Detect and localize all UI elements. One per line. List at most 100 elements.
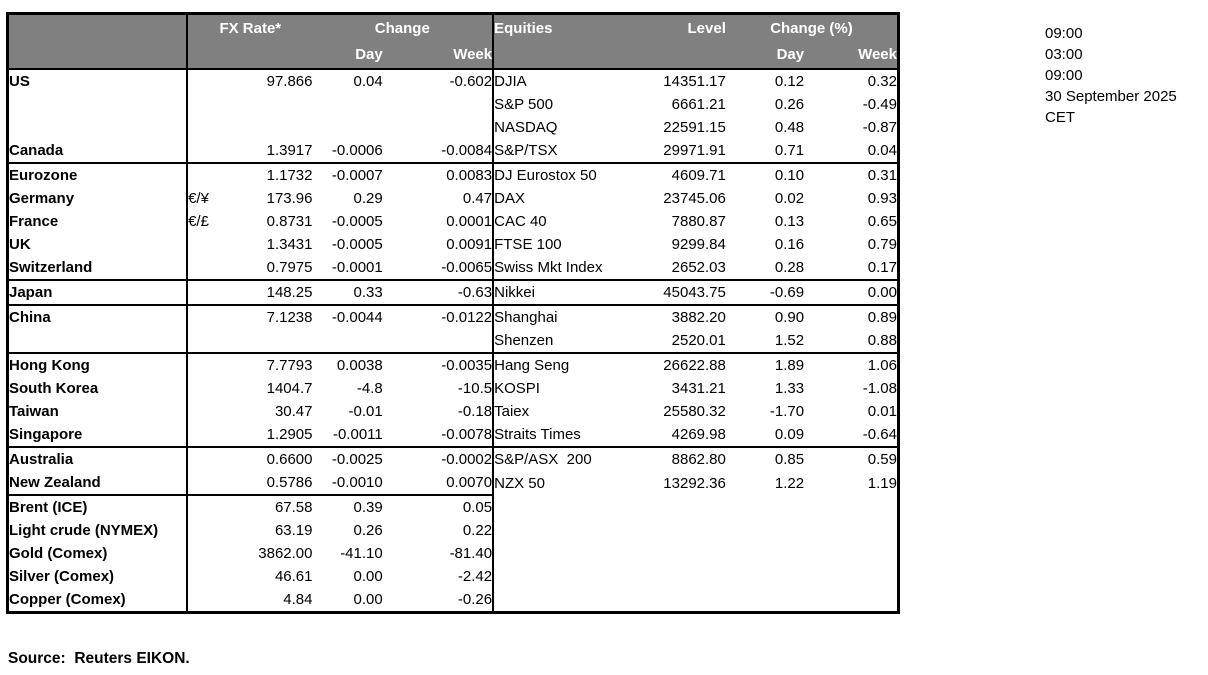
fx-day-cell: -41.10: [340, 545, 383, 562]
pair-cell: €/¥: [188, 190, 209, 207]
table-row: Japan 148.25 0.33 -0.63 Nikkei 45043.75 -0.69 0…: [7, 279, 899, 305]
eq-week-cell: -0.87: [862, 119, 897, 136]
level-cell: 4269.98: [671, 426, 726, 443]
fx-day-cell: -0.0007: [312, 162, 383, 187]
table-row: New Zealand 0.5786 -0.0010 0.0070 NZX 50 1329…: [7, 471, 899, 495]
eq-day-cell: 0.10: [725, 162, 805, 187]
table-row: Brent (ICE) 67.58 0.39 0.05: [7, 494, 899, 519]
fx-rate-cell: 63.19: [274, 522, 313, 539]
eq-day-cell: 1.33: [774, 380, 805, 397]
level-cell: 2652.03: [671, 259, 726, 276]
country-cell: Singapore: [7, 423, 189, 447]
equity-cell: Taiex: [492, 400, 636, 423]
fx-day-cell: -0.0005: [331, 213, 383, 230]
fx-rate-cell: 67.58: [213, 494, 313, 519]
fx-rate-cell: [213, 116, 312, 139]
table-row: Taiwan 30.47 -0.01 -0.18 Taiex 25580.32 -1.70 0…: [7, 400, 899, 423]
fx-week-cell: -0.0035: [382, 352, 494, 377]
pair-cell: [187, 304, 214, 329]
level-cell: 4609.71: [635, 162, 726, 187]
pair-cell: [187, 519, 213, 542]
fx-day-cell: -0.0005: [331, 236, 383, 253]
table-body: US 97.866 0.04 -0.602 DJIA 14351.17 0.12 0.32 S&…: [7, 69, 899, 613]
fx-rate-cell: 1404.7: [266, 380, 313, 397]
fx-week-header: Week: [382, 42, 494, 70]
eq-week-cell: [804, 588, 898, 613]
fx-day-cell: 0.04: [353, 73, 383, 90]
table-row: Hong Kong 7.7793 0.0038 -0.0035 Hang Seng 266…: [7, 352, 899, 377]
table-row: China 7.1238 -0.0044 -0.0122 Shanghai 3882.20…: [7, 304, 899, 329]
fx-rate-cell: [213, 329, 312, 353]
fx-rate-cell: 173.96: [266, 190, 313, 207]
eq-week-cell: 0.00: [804, 279, 899, 305]
country-cell: UK: [7, 233, 189, 256]
fx-week-cell: 0.22: [462, 522, 493, 539]
table-row: Copper (Comex) 4.84 0.00 -0.26: [7, 588, 899, 613]
equity-cell: [492, 495, 636, 519]
pair-cell: [187, 116, 213, 139]
eq-week-cell: 0.89: [804, 304, 899, 329]
table-row: S&P 500 6661.21 0.26 -0.49: [7, 93, 899, 116]
level-cell: 25580.32: [663, 403, 726, 420]
header-row-1: FX Rate* Change Equities Level Change (%…: [7, 13, 899, 42]
equity-cell: FTSE 100: [492, 233, 636, 256]
equity-cell: S&P/TSX: [492, 139, 636, 163]
eq-week-cell: 0.79: [867, 236, 897, 253]
fx-week-cell: -10.5: [457, 380, 493, 397]
table-row: NASDAQ 22591.15 0.48 -0.87: [7, 116, 899, 139]
equity-cell: Straits Times: [492, 423, 636, 447]
level-cell: 45043.75: [635, 279, 726, 305]
equity-cell: Shanghai: [492, 304, 636, 329]
pair-cell: [187, 446, 214, 471]
corner-cell-2: [7, 42, 189, 70]
country-cell: Gold (Comex): [7, 542, 189, 565]
fx-day-cell: 0.00: [353, 568, 383, 585]
table-row: Singapore 1.2905 -0.0011 -0.0078 Straits Tim…: [7, 423, 899, 447]
fx-rate-cell: 0.6600: [213, 446, 313, 471]
table-row: Eurozone 1.1732 -0.0007 0.0083 DJ Eurostox 5…: [7, 162, 899, 187]
equity-cell: [492, 542, 636, 565]
country-cell: Brent (ICE): [7, 494, 189, 519]
pair-cell: [187, 162, 214, 187]
eq-day-cell: 1.22: [774, 474, 805, 492]
table-row: Canada 1.3917 -0.0006 -0.0084 S&P/TSX 29971.9…: [7, 139, 899, 163]
equity-cell: [492, 588, 636, 613]
eq-week-cell: 0.31: [804, 162, 899, 187]
level-cell: [636, 495, 726, 519]
fx-week-cell: 0.0070: [446, 474, 493, 491]
fx-rate-cell: 1.2905: [266, 426, 313, 443]
eq-week-cell: -0.64: [862, 426, 897, 443]
fx-week-cell: [383, 329, 493, 353]
country-cell: South Korea: [7, 377, 189, 400]
fx-day-cell: -0.0010: [331, 474, 383, 491]
eq-day-cell: 0.26: [774, 96, 805, 113]
fx-day-cell: [313, 329, 383, 353]
fx-week-cell: [383, 93, 493, 116]
country-cell: Japan: [7, 279, 189, 305]
fx-week-cell: -0.18: [457, 403, 493, 420]
eq-week-cell: 0.17: [867, 259, 897, 276]
eq-week-header: Week: [804, 42, 899, 70]
country-cell: Copper (Comex): [7, 588, 189, 613]
fx-week-cell: -0.63: [382, 279, 494, 305]
fx-day-cell: -0.0044: [312, 304, 383, 329]
fx-week-cell: -0.0084: [441, 142, 493, 159]
footnote-block: Source: Reuters EIKON. * FX Rate for USD…: [8, 603, 800, 675]
level-cell: 23745.06: [663, 190, 726, 207]
timestamp-line: 09:00: [1045, 67, 1083, 84]
fx-rate-cell: 0.5786: [266, 474, 313, 491]
timestamp-line: 09:00: [1045, 25, 1083, 42]
eq-week-cell: -1.08: [862, 380, 897, 397]
eq-day-cell: 0.16: [774, 236, 805, 253]
fx-week-cell: -0.0078: [441, 426, 493, 443]
source-note: Source: Reuters EIKON.: [8, 650, 190, 667]
equities-header: Equities: [492, 13, 636, 42]
fx-rate-cell: 148.25: [213, 279, 313, 305]
fx-rate-cell: 97.866: [266, 73, 313, 90]
fx-day-cell: -0.0006: [331, 142, 383, 159]
equity-cell: NASDAQ: [492, 116, 636, 139]
fx-rate-cell: 1.3917: [266, 142, 313, 159]
eq-day-cell: 0.13: [774, 213, 805, 230]
pair-cell: [187, 256, 213, 280]
table-row: US 97.866 0.04 -0.602 DJIA 14351.17 0.12 0.32: [7, 69, 899, 93]
